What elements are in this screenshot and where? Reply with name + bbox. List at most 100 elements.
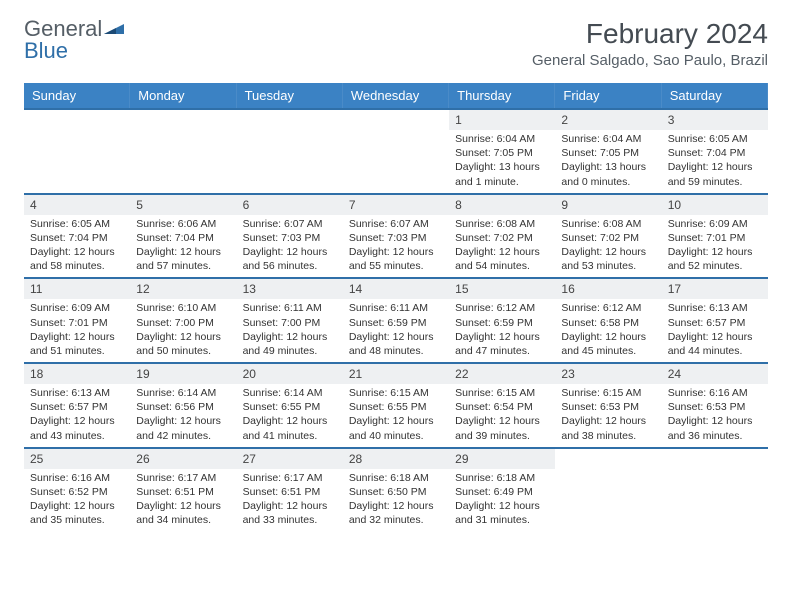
daylight-text: Daylight: 12 hours and 47 minutes. xyxy=(455,330,549,358)
day-cell: 27Sunrise: 6:17 AMSunset: 6:51 PMDayligh… xyxy=(237,449,343,532)
day-number: 21 xyxy=(343,364,449,384)
day-number: 11 xyxy=(24,279,130,299)
day-cell: 28Sunrise: 6:18 AMSunset: 6:50 PMDayligh… xyxy=(343,449,449,532)
daylight-text: Daylight: 12 hours and 51 minutes. xyxy=(30,330,124,358)
sunrise-text: Sunrise: 6:12 AM xyxy=(561,301,655,315)
day-number: 7 xyxy=(343,195,449,215)
sunrise-text: Sunrise: 6:07 AM xyxy=(349,217,443,231)
sunset-text: Sunset: 7:00 PM xyxy=(136,316,230,330)
sunrise-text: Sunrise: 6:09 AM xyxy=(30,301,124,315)
day-cell: 29Sunrise: 6:18 AMSunset: 6:49 PMDayligh… xyxy=(449,449,555,532)
week-row: 4Sunrise: 6:05 AMSunset: 7:04 PMDaylight… xyxy=(24,193,768,278)
day-cell xyxy=(237,110,343,193)
sunrise-text: Sunrise: 6:18 AM xyxy=(349,471,443,485)
day-details: Sunrise: 6:12 AMSunset: 6:58 PMDaylight:… xyxy=(555,299,661,362)
day-details: Sunrise: 6:05 AMSunset: 7:04 PMDaylight:… xyxy=(662,130,768,193)
daylight-text: Daylight: 12 hours and 53 minutes. xyxy=(561,245,655,273)
day-details: Sunrise: 6:16 AMSunset: 6:53 PMDaylight:… xyxy=(662,384,768,447)
daylight-text: Daylight: 12 hours and 43 minutes. xyxy=(30,414,124,442)
day-number: 19 xyxy=(130,364,236,384)
day-cell: 8Sunrise: 6:08 AMSunset: 7:02 PMDaylight… xyxy=(449,195,555,278)
sunrise-text: Sunrise: 6:13 AM xyxy=(30,386,124,400)
day-number: 23 xyxy=(555,364,661,384)
day-number: 27 xyxy=(237,449,343,469)
day-details: Sunrise: 6:11 AMSunset: 7:00 PMDaylight:… xyxy=(237,299,343,362)
day-cell: 10Sunrise: 6:09 AMSunset: 7:01 PMDayligh… xyxy=(662,195,768,278)
calendar: SundayMondayTuesdayWednesdayThursdayFrid… xyxy=(24,83,768,531)
day-cell: 4Sunrise: 6:05 AMSunset: 7:04 PMDaylight… xyxy=(24,195,130,278)
sunrise-text: Sunrise: 6:10 AM xyxy=(136,301,230,315)
weekday-header-row: SundayMondayTuesdayWednesdayThursdayFrid… xyxy=(24,83,768,108)
sunset-text: Sunset: 7:03 PM xyxy=(243,231,337,245)
weekday-header: Saturday xyxy=(662,83,768,108)
page-header: General Blue February 2024 General Salga… xyxy=(24,18,768,69)
brand-logo: General Blue xyxy=(24,18,126,62)
daylight-text: Daylight: 12 hours and 35 minutes. xyxy=(30,499,124,527)
day-cell: 7Sunrise: 6:07 AMSunset: 7:03 PMDaylight… xyxy=(343,195,449,278)
sunset-text: Sunset: 6:49 PM xyxy=(455,485,549,499)
day-details: Sunrise: 6:08 AMSunset: 7:02 PMDaylight:… xyxy=(449,215,555,278)
daylight-text: Daylight: 12 hours and 44 minutes. xyxy=(668,330,762,358)
sunrise-text: Sunrise: 6:17 AM xyxy=(243,471,337,485)
day-cell xyxy=(555,449,661,532)
sunrise-text: Sunrise: 6:08 AM xyxy=(455,217,549,231)
weekday-header: Wednesday xyxy=(343,83,449,108)
weekday-header: Friday xyxy=(555,83,661,108)
sunset-text: Sunset: 7:04 PM xyxy=(668,146,762,160)
day-cell xyxy=(343,110,449,193)
day-number: 5 xyxy=(130,195,236,215)
daylight-text: Daylight: 12 hours and 32 minutes. xyxy=(349,499,443,527)
daylight-text: Daylight: 12 hours and 45 minutes. xyxy=(561,330,655,358)
day-number: 10 xyxy=(662,195,768,215)
sunrise-text: Sunrise: 6:04 AM xyxy=(561,132,655,146)
daylight-text: Daylight: 12 hours and 34 minutes. xyxy=(136,499,230,527)
day-details: Sunrise: 6:17 AMSunset: 6:51 PMDaylight:… xyxy=(237,469,343,532)
day-cell: 20Sunrise: 6:14 AMSunset: 6:55 PMDayligh… xyxy=(237,364,343,447)
day-number: 17 xyxy=(662,279,768,299)
daylight-text: Daylight: 12 hours and 40 minutes. xyxy=(349,414,443,442)
sunrise-text: Sunrise: 6:15 AM xyxy=(561,386,655,400)
sunrise-text: Sunrise: 6:16 AM xyxy=(30,471,124,485)
weekday-header: Sunday xyxy=(24,83,130,108)
weekday-header: Tuesday xyxy=(237,83,343,108)
day-details: Sunrise: 6:04 AMSunset: 7:05 PMDaylight:… xyxy=(449,130,555,193)
day-number: 29 xyxy=(449,449,555,469)
day-cell: 9Sunrise: 6:08 AMSunset: 7:02 PMDaylight… xyxy=(555,195,661,278)
day-cell: 22Sunrise: 6:15 AMSunset: 6:54 PMDayligh… xyxy=(449,364,555,447)
day-cell xyxy=(130,110,236,193)
day-cell: 21Sunrise: 6:15 AMSunset: 6:55 PMDayligh… xyxy=(343,364,449,447)
sunset-text: Sunset: 7:03 PM xyxy=(349,231,443,245)
day-cell: 2Sunrise: 6:04 AMSunset: 7:05 PMDaylight… xyxy=(555,110,661,193)
sunset-text: Sunset: 7:02 PM xyxy=(561,231,655,245)
day-number: 13 xyxy=(237,279,343,299)
sunset-text: Sunset: 6:51 PM xyxy=(243,485,337,499)
day-cell: 18Sunrise: 6:13 AMSunset: 6:57 PMDayligh… xyxy=(24,364,130,447)
sunrise-text: Sunrise: 6:11 AM xyxy=(349,301,443,315)
day-details: Sunrise: 6:04 AMSunset: 7:05 PMDaylight:… xyxy=(555,130,661,193)
day-details: Sunrise: 6:15 AMSunset: 6:53 PMDaylight:… xyxy=(555,384,661,447)
sunset-text: Sunset: 6:58 PM xyxy=(561,316,655,330)
day-cell: 14Sunrise: 6:11 AMSunset: 6:59 PMDayligh… xyxy=(343,279,449,362)
week-row: 1Sunrise: 6:04 AMSunset: 7:05 PMDaylight… xyxy=(24,108,768,193)
day-cell: 11Sunrise: 6:09 AMSunset: 7:01 PMDayligh… xyxy=(24,279,130,362)
day-number: 16 xyxy=(555,279,661,299)
day-cell: 13Sunrise: 6:11 AMSunset: 7:00 PMDayligh… xyxy=(237,279,343,362)
daylight-text: Daylight: 12 hours and 39 minutes. xyxy=(455,414,549,442)
day-details: Sunrise: 6:13 AMSunset: 6:57 PMDaylight:… xyxy=(24,384,130,447)
sunrise-text: Sunrise: 6:13 AM xyxy=(668,301,762,315)
day-number: 26 xyxy=(130,449,236,469)
sunrise-text: Sunrise: 6:05 AM xyxy=(30,217,124,231)
sunset-text: Sunset: 6:50 PM xyxy=(349,485,443,499)
day-number: 22 xyxy=(449,364,555,384)
daylight-text: Daylight: 12 hours and 59 minutes. xyxy=(668,160,762,188)
daylight-text: Daylight: 12 hours and 56 minutes. xyxy=(243,245,337,273)
day-number: 24 xyxy=(662,364,768,384)
brand-name-blue: Blue xyxy=(24,38,68,63)
day-number: 6 xyxy=(237,195,343,215)
day-details: Sunrise: 6:15 AMSunset: 6:55 PMDaylight:… xyxy=(343,384,449,447)
daylight-text: Daylight: 13 hours and 1 minute. xyxy=(455,160,549,188)
sunrise-text: Sunrise: 6:18 AM xyxy=(455,471,549,485)
day-cell: 16Sunrise: 6:12 AMSunset: 6:58 PMDayligh… xyxy=(555,279,661,362)
weekday-header: Monday xyxy=(130,83,236,108)
day-details: Sunrise: 6:14 AMSunset: 6:55 PMDaylight:… xyxy=(237,384,343,447)
